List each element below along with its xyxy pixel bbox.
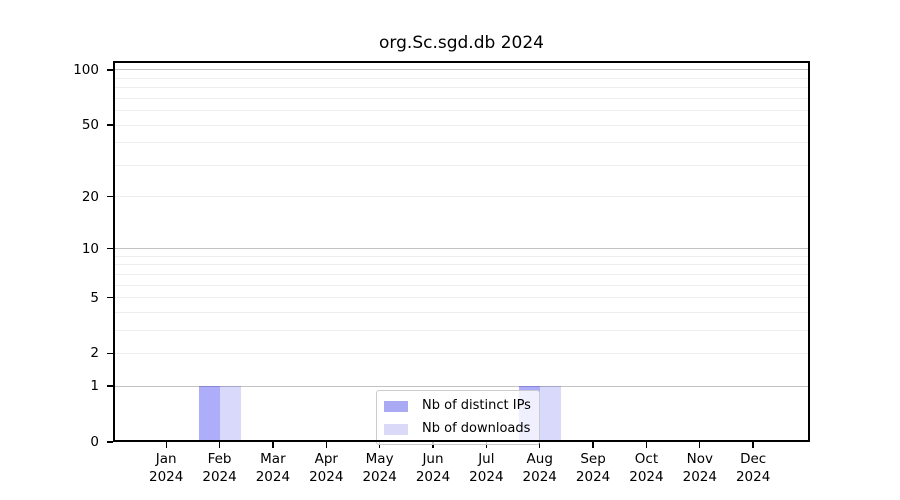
y-gridline-major <box>113 69 810 71</box>
y-tick-label: 10 <box>81 240 99 257</box>
y-tick-mark <box>107 441 113 443</box>
y-gridline-minor <box>113 196 810 198</box>
x-tick-mark <box>539 442 541 448</box>
legend-entry-downloads: Nb of downloads <box>384 419 531 439</box>
axis-spine-right <box>808 61 810 442</box>
x-tick-label-mar: Mar 2024 <box>255 451 291 485</box>
y-gridline-minor <box>113 255 810 257</box>
y-tick-label: 1 <box>90 378 99 395</box>
legend-swatch-downloads-icon <box>384 423 408 435</box>
chart-title: org.Sc.sgd.db 2024 <box>379 33 544 53</box>
y-gridline-major <box>113 385 810 387</box>
x-tick-label-jun: Jun 2024 <box>415 451 451 485</box>
y-tick-label: 0 <box>90 434 99 450</box>
y-tick-label: 50 <box>81 117 99 134</box>
x-tick-label-jul: Jul 2024 <box>469 451 504 485</box>
y-tick-label: 20 <box>81 188 99 205</box>
x-tick-mark <box>325 442 327 448</box>
y-gridline-minor <box>113 87 810 89</box>
x-tick-label-aug: Aug 2024 <box>522 451 557 485</box>
y-tick-mark <box>107 124 113 126</box>
y-gridline-minor <box>113 164 810 166</box>
axis-spine-top <box>113 61 810 63</box>
legend-label-distinct-ips: Nb of distinct IPs <box>422 398 531 413</box>
y-tick-label: 2 <box>90 345 99 362</box>
y-tick-mark <box>107 69 113 71</box>
x-tick-label-feb: Feb 2024 <box>202 451 237 485</box>
y-gridline-minor <box>113 284 810 286</box>
y-gridline-minor <box>113 124 810 126</box>
bar-nb-of-distinct-ips-feb <box>198 386 220 442</box>
legend-swatch-distinct-ips-icon <box>384 400 408 412</box>
y-gridline-minor <box>113 110 810 112</box>
y-gridline-minor <box>113 264 810 266</box>
x-tick-mark <box>592 442 594 448</box>
x-tick-label-jan: Jan 2024 <box>149 451 184 485</box>
legend: Nb of distinct IPs Nb of downloads <box>376 390 540 445</box>
x-tick-mark <box>752 442 754 448</box>
bar-nb-of-downloads-feb <box>219 386 241 442</box>
y-gridline-major <box>113 248 810 250</box>
x-tick-label-sep: Sep 2024 <box>575 451 611 485</box>
y-tick-label: 100 <box>73 61 99 78</box>
y-tick-mark <box>107 352 113 355</box>
y-tick-mark <box>107 248 113 250</box>
legend-entry-distinct-ips: Nb of distinct IPs <box>384 396 531 416</box>
x-tick-label-dec: Dec 2024 <box>735 451 771 485</box>
x-tick-label-nov: Nov 2024 <box>682 451 717 485</box>
axis-spine-left <box>113 61 115 442</box>
x-tick-label-oct: Oct 2024 <box>629 451 664 485</box>
x-tick-mark <box>165 442 167 448</box>
legend-label-downloads: Nb of downloads <box>422 421 531 436</box>
y-tick-mark <box>107 195 113 198</box>
y-gridline-minor <box>113 352 810 354</box>
y-tick-mark <box>107 385 113 387</box>
x-tick-mark <box>699 442 701 448</box>
bar-nb-of-downloads-aug <box>539 386 561 442</box>
y-tick-label: 5 <box>90 289 99 306</box>
y-gridline-minor <box>113 77 810 79</box>
y-gridline-minor <box>113 273 810 275</box>
plot-area: Nb of distinct IPs Nb of downloads <box>113 61 810 445</box>
x-tick-mark <box>272 442 274 448</box>
x-tick-label-apr: Apr 2024 <box>309 451 344 485</box>
y-gridline-minor <box>113 297 810 299</box>
y-gridline-minor <box>113 311 810 313</box>
x-tick-label-may: May 2024 <box>362 451 397 485</box>
axis-spine-bottom <box>113 440 810 442</box>
y-gridline-minor <box>113 97 810 99</box>
y-tick-mark <box>107 296 113 299</box>
x-tick-mark <box>218 442 221 448</box>
x-tick-mark <box>645 442 648 448</box>
y-gridline-minor <box>113 329 810 331</box>
y-gridline-minor <box>113 142 810 144</box>
